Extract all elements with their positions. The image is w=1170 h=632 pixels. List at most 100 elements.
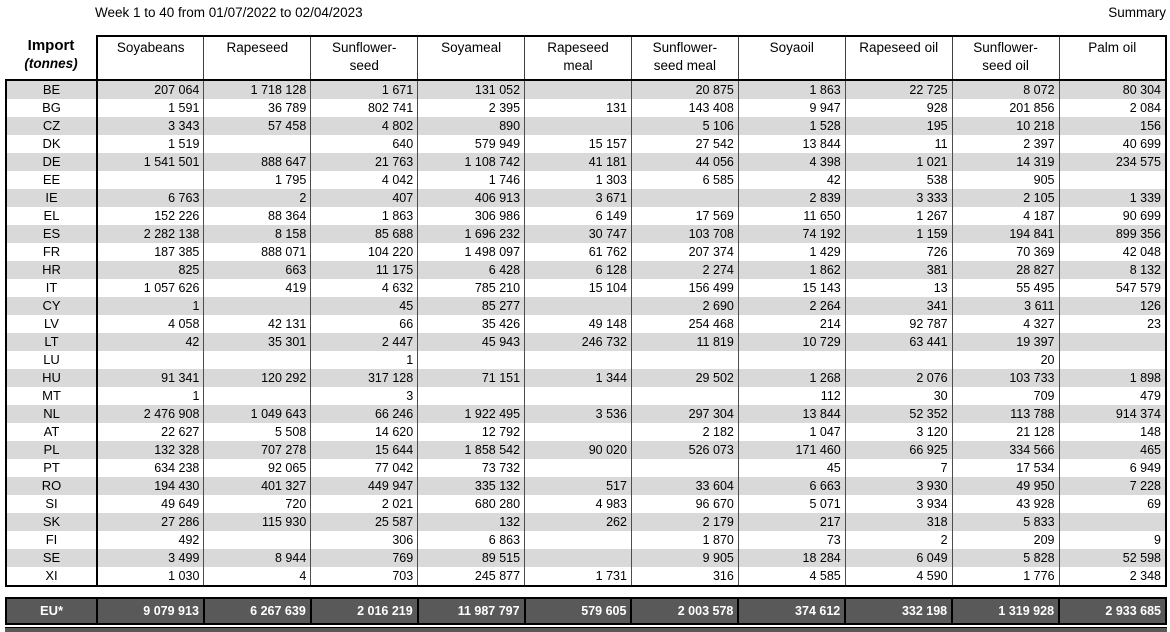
cutoff-next-row-strip: [5, 627, 1167, 632]
value-cell: 69: [1058, 495, 1167, 513]
value-cell: 2: [203, 189, 311, 207]
value-cell: 103 708: [630, 225, 739, 243]
page-title: Week 1 to 40 from 01/07/2022 to 02/04/20…: [95, 5, 363, 20]
value-cell: 890: [417, 117, 525, 135]
value-cell: 3 333: [844, 189, 953, 207]
value-cell: 317 128: [310, 369, 418, 387]
value-cell: 2: [844, 531, 953, 549]
value-cell: 4 042: [310, 171, 418, 189]
value-cell: 207 064: [96, 79, 204, 99]
value-cell: 1 696 232: [417, 225, 525, 243]
table-row: LV 4 058 42 131 66 35 426 49 148 254 468 214 92 …: [5, 315, 1167, 333]
value-cell: 36 789: [203, 99, 311, 117]
value-cell: 785 210: [417, 279, 525, 297]
value-cell: 15 104: [524, 279, 632, 297]
value-cell: 35 301: [203, 333, 311, 351]
value-cell: 1 021: [844, 153, 953, 171]
value-cell: 9 947: [737, 99, 846, 117]
value-cell: [630, 189, 739, 207]
value-cell: 1 795: [203, 171, 311, 189]
table-row: PL 132 328 707 278 15 644 1 858 542 90 020 526…: [5, 441, 1167, 459]
value-cell: 2 021: [310, 495, 418, 513]
value-cell: 419: [203, 279, 311, 297]
column-header: Soyameal: [417, 35, 526, 81]
column-header: Soyabeans: [96, 35, 205, 81]
value-cell: 187 385: [96, 243, 204, 261]
value-cell: 1 858 542: [417, 441, 525, 459]
table-row: ES 2 282 138 8 158 85 688 1 696 232 30 747 103…: [5, 225, 1167, 243]
value-cell: 27 542: [630, 135, 739, 153]
value-cell: 52 598: [1058, 549, 1167, 567]
eu-label: EU*: [5, 597, 98, 625]
value-cell: 1 863: [310, 207, 418, 225]
value-cell: 1 498 097: [417, 243, 525, 261]
value-cell: 1 528: [737, 117, 846, 135]
value-cell: 85 277: [417, 297, 525, 315]
value-cell: 492: [96, 531, 204, 549]
value-cell: 1 863: [737, 79, 846, 99]
value-cell: 3 611: [951, 297, 1060, 315]
value-cell: [203, 531, 311, 549]
value-cell: 1 541 501: [96, 153, 204, 171]
value-cell: 18 284: [737, 549, 846, 567]
value-cell: 1 108 742: [417, 153, 525, 171]
value-cell: 2 447: [310, 333, 418, 351]
value-cell: 17 569: [630, 207, 739, 225]
table-row: IT 1 057 626 419 4 632 785 210 15 104 156 499 1…: [5, 279, 1167, 297]
value-cell: 92 787: [844, 315, 953, 333]
eu-total-table: EU* 9 079 913 6 267 639 2 016 219 11 987 797…: [5, 597, 1167, 625]
import-table: Import (tonnes) Soyabeans Rapeseed Sunflow…: [5, 35, 1167, 587]
country-code: EL: [5, 207, 98, 225]
value-cell: 8 132: [1058, 261, 1167, 279]
value-cell: 1 344: [524, 369, 632, 387]
value-cell: 73 732: [417, 459, 525, 477]
column-header: Soyaoil: [737, 35, 846, 81]
value-cell: 45 943: [417, 333, 525, 351]
eu-total-cell: 374 612: [737, 597, 847, 625]
eu-total-cell: 1 319 928: [951, 597, 1061, 625]
country-code: SK: [5, 513, 98, 531]
value-cell: 27 286: [96, 513, 204, 531]
value-cell: 143 408: [630, 99, 739, 117]
value-cell: 17 534: [951, 459, 1060, 477]
table-row: CY 1 45 85 277 2 690 2 264 341 3 611 126: [5, 297, 1167, 315]
value-cell: [203, 351, 311, 369]
value-cell: 3 343: [96, 117, 204, 135]
value-cell: 3 499: [96, 549, 204, 567]
table-row: LU 1 20: [5, 351, 1167, 369]
value-cell: 825: [96, 261, 204, 279]
value-cell: 73: [737, 531, 846, 549]
value-cell: 4 058: [96, 315, 204, 333]
value-cell: 21 763: [310, 153, 418, 171]
value-cell: 5 071: [737, 495, 846, 513]
table-row: IE 6 763 2 407 406 913 3 671 2 839 3 333 2 105 1 …: [5, 189, 1167, 207]
value-cell: 77 042: [310, 459, 418, 477]
value-cell: 1 303: [524, 171, 632, 189]
value-cell: 13: [844, 279, 953, 297]
value-cell: 306 986: [417, 207, 525, 225]
table-row: HU 91 341 120 292 317 128 71 151 1 344 29 502 1…: [5, 369, 1167, 387]
value-cell: [524, 117, 632, 135]
value-cell: [630, 459, 739, 477]
country-code: FI: [5, 531, 98, 549]
value-cell: 341: [844, 297, 953, 315]
country-code: DK: [5, 135, 98, 153]
value-cell: 132 328: [96, 441, 204, 459]
value-cell: 61 762: [524, 243, 632, 261]
table-row: LT 42 35 301 2 447 45 943 246 732 11 819 10 729…: [5, 333, 1167, 351]
value-cell: 2 476 908: [96, 405, 204, 423]
value-cell: 2 282 138: [96, 225, 204, 243]
table-body: BE 207 064 1 718 128 1 671 131 052 20 875 1 86…: [5, 79, 1167, 587]
value-cell: 8 072: [951, 79, 1060, 99]
value-cell: 89 515: [417, 549, 525, 567]
value-cell: 1 898: [1058, 369, 1167, 387]
header-row: Import (tonnes) Soyabeans Rapeseed Sunflow…: [6, 35, 1167, 81]
value-cell: 6 428: [417, 261, 525, 279]
value-cell: 148: [1058, 423, 1167, 441]
value-cell: [630, 351, 739, 369]
value-cell: 4: [203, 567, 311, 587]
value-cell: 171 460: [737, 441, 846, 459]
value-cell: 262: [524, 513, 632, 531]
value-cell: 234 575: [1058, 153, 1167, 171]
value-cell: 318: [844, 513, 953, 531]
